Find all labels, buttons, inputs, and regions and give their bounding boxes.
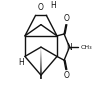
Text: O: O (64, 14, 70, 23)
Text: O: O (64, 71, 70, 80)
Text: O: O (38, 3, 44, 12)
Polygon shape (40, 47, 42, 79)
Text: H: H (50, 1, 56, 10)
Text: H: H (18, 58, 24, 67)
Text: N: N (67, 43, 72, 52)
Text: CH₃: CH₃ (80, 45, 92, 50)
